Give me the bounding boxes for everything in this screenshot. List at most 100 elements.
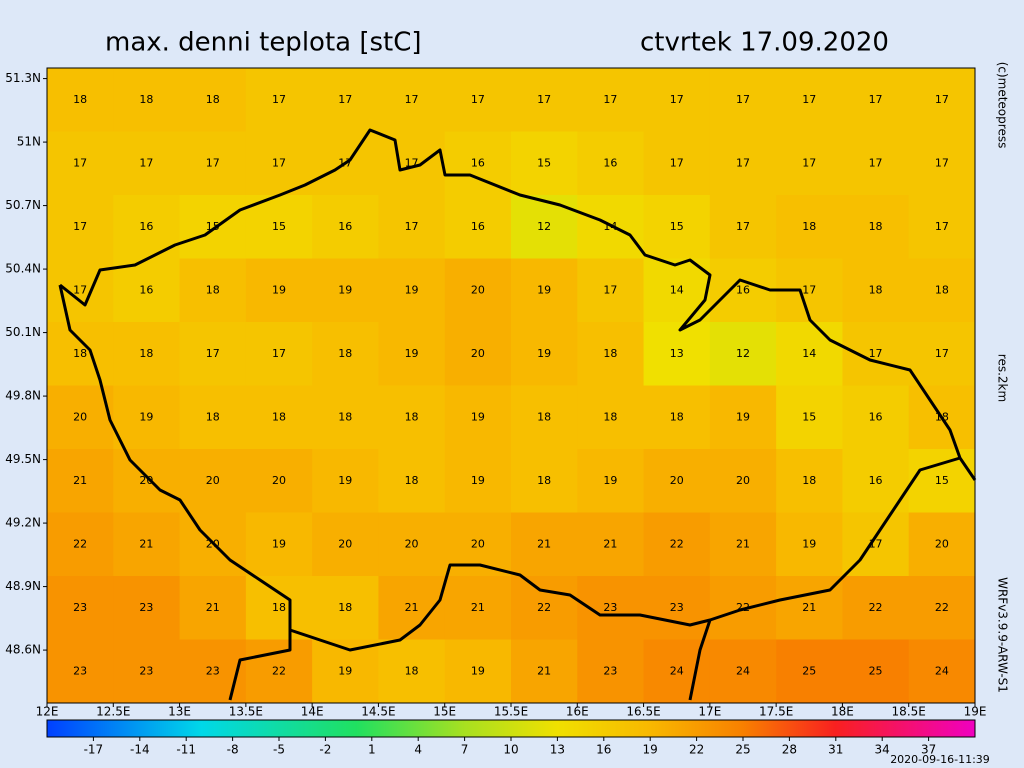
model: WRFv3.9.9-ARW-S1	[996, 577, 1010, 693]
temperature-label: 17	[139, 156, 153, 169]
temperature-cell	[245, 195, 313, 259]
temperature-label: 19	[603, 474, 617, 487]
temperature-cell	[113, 68, 181, 132]
x-tick-label: 15E	[433, 705, 456, 719]
temperature-cell	[47, 68, 114, 132]
temperature-cell	[511, 131, 578, 196]
temperature-cell	[842, 68, 910, 132]
temperature-cell	[312, 195, 379, 259]
temperature-cell	[776, 68, 843, 132]
temperature-label: 19	[537, 347, 551, 360]
temperature-cell	[511, 258, 578, 323]
temperature-cell	[776, 195, 843, 259]
temperature-cell	[179, 449, 247, 513]
temperature-cell	[444, 385, 512, 450]
temperature-label: 15	[206, 220, 220, 233]
temperature-cell	[312, 385, 379, 450]
x-tick-label: 13E	[168, 705, 191, 719]
temperature-label: 16	[471, 220, 485, 233]
temperature-label: 14	[670, 283, 684, 296]
colorbar-label: 4	[414, 743, 422, 757]
temperature-cell	[444, 195, 512, 259]
temperature-label: 25	[802, 664, 816, 677]
temperature-label: 22	[670, 537, 684, 550]
temperature-cell	[643, 576, 711, 640]
temperature-cell	[179, 322, 247, 386]
border-north	[59, 128, 977, 481]
temperature-cell	[908, 449, 976, 513]
temperature-label: 20	[471, 347, 485, 360]
temperature-cell	[643, 131, 711, 196]
colorbar-label: 13	[550, 743, 565, 757]
temperature-cell	[444, 639, 512, 704]
x-tick-label: 18E	[831, 705, 854, 719]
temperature-cell	[643, 68, 711, 132]
temperature-cell	[643, 195, 711, 259]
temperature-label: 19	[537, 283, 551, 296]
temperature-cell	[908, 195, 976, 259]
temperature-label: 18	[603, 347, 617, 360]
temperature-label: 17	[471, 93, 485, 106]
temperature-label: 17	[802, 283, 816, 296]
temperature-label: 20	[935, 537, 949, 550]
temperature-label: 19	[405, 283, 419, 296]
temperature-label: 12	[736, 347, 750, 360]
temperature-cell	[842, 131, 910, 196]
temperature-cell	[842, 639, 910, 704]
temperature-cell	[312, 576, 379, 640]
temperature-label: 17	[338, 93, 352, 106]
temperature-label: 19	[338, 664, 352, 677]
temperature-label: 17	[736, 156, 750, 169]
temperature-cell	[511, 68, 578, 132]
temperature-cell	[113, 258, 181, 323]
temperature-label: 22	[935, 601, 949, 614]
temperature-cell	[245, 68, 313, 132]
temperature-cell	[47, 639, 114, 704]
colorbar-label: 7	[461, 743, 469, 757]
temperature-cell	[842, 385, 910, 450]
x-tick-label: 16E	[566, 705, 589, 719]
temperature-label: 17	[802, 93, 816, 106]
temperature-cell	[444, 449, 512, 513]
temperature-label: 25	[869, 664, 883, 677]
border-austria	[289, 456, 961, 652]
temperature-label: 19	[736, 410, 750, 423]
temperature-cell	[444, 68, 512, 132]
temperature-label: 18	[338, 410, 352, 423]
temperature-label: 18	[869, 220, 883, 233]
temperature-label: 17	[603, 283, 617, 296]
temperature-label: 18	[206, 410, 220, 423]
temperature-label: 18	[802, 220, 816, 233]
temperature-cell	[776, 385, 843, 450]
colorbar-label: -17	[84, 743, 104, 757]
colorbar-fill	[46, 719, 976, 738]
temperature-cell	[378, 131, 446, 196]
temperature-cell	[378, 639, 446, 704]
temperature-cell	[577, 449, 645, 513]
border-south	[58, 284, 292, 701]
temperature-cell	[444, 258, 512, 323]
temperature-label: 18	[802, 474, 816, 487]
temperature-label: 23	[603, 601, 617, 614]
x-tick-label: 12.5E	[96, 705, 130, 719]
temperature-cell	[908, 322, 976, 386]
colorbar-label: 22	[689, 743, 704, 757]
temperature-cell	[47, 512, 114, 577]
temperature-label: 18	[405, 664, 419, 677]
temperature-cell	[842, 576, 910, 640]
temperature-label: 21	[206, 601, 220, 614]
temperature-label: 18	[272, 601, 286, 614]
temperature-label: 17	[802, 156, 816, 169]
temperature-label: 20	[471, 283, 485, 296]
temperature-cell	[378, 385, 446, 450]
temperature-label: 17	[537, 93, 551, 106]
x-tick-label: 14.5E	[361, 705, 395, 719]
country-border	[58, 128, 977, 701]
temperature-cell	[113, 385, 181, 450]
x-tick-label: 19E	[964, 705, 987, 719]
temperature-label: 23	[73, 664, 87, 677]
temperature-label: 20	[670, 474, 684, 487]
temperature-cell	[577, 131, 645, 196]
temperature-label: 20	[272, 474, 286, 487]
temperature-cell	[113, 131, 181, 196]
